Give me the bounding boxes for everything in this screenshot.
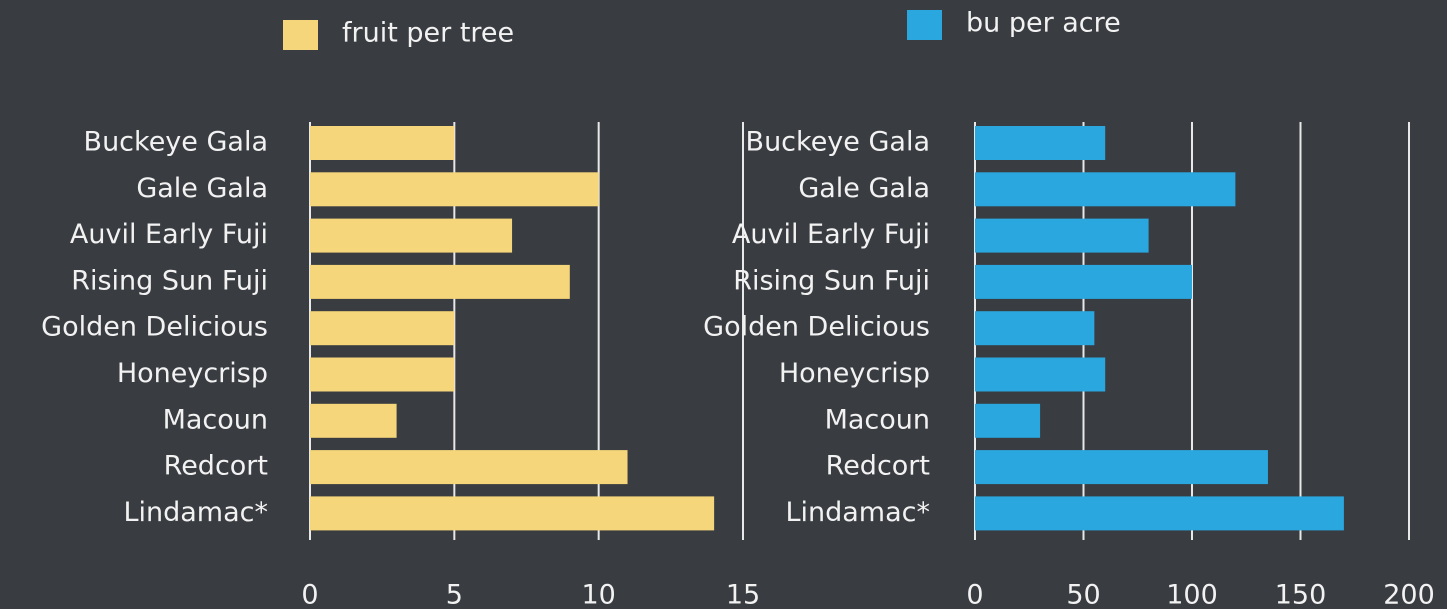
category-label: Rising Sun Fuji (71, 265, 268, 296)
bar (310, 218, 513, 253)
legend-label: bu per acre (966, 8, 1121, 39)
bar (310, 403, 397, 438)
category-label: Redcort (826, 451, 930, 482)
bar (310, 126, 455, 160)
bar (310, 264, 570, 299)
legend-swatch (907, 10, 942, 40)
bar (975, 264, 1192, 299)
x-tick-label: 100 (1166, 580, 1218, 609)
legend-label: fruit per tree (342, 18, 514, 49)
bar (975, 403, 1041, 438)
category-label: Buckeye Gala (84, 127, 268, 158)
bar (310, 496, 715, 531)
category-label: Buckeye Gala (746, 127, 930, 158)
category-label: Honeycrisp (117, 358, 268, 389)
category-label: Auvil Early Fuji (732, 219, 930, 250)
category-label: Lindamac* (123, 497, 268, 528)
category-label: Gale Gala (136, 173, 268, 204)
category-label: Golden Delicious (41, 312, 268, 343)
bar (975, 126, 1106, 160)
x-tick-label: 5 (446, 580, 463, 609)
x-tick-label: 0 (301, 580, 318, 609)
x-tick-label: 10 (581, 580, 615, 609)
category-label: Redcort (164, 451, 268, 482)
bar (310, 311, 455, 346)
bar (975, 218, 1149, 253)
x-tick-label: 50 (1066, 580, 1100, 609)
category-label: Rising Sun Fuji (733, 265, 930, 296)
x-tick-label: 0 (966, 580, 983, 609)
x-tick-label: 150 (1275, 580, 1327, 609)
bar (310, 357, 455, 392)
bar (975, 450, 1268, 485)
category-label: Macoun (163, 404, 268, 435)
category-label: Gale Gala (798, 173, 930, 204)
category-label: Macoun (825, 404, 930, 435)
category-label: Lindamac* (785, 497, 930, 528)
bar (975, 311, 1095, 346)
bar (310, 172, 599, 207)
bar (310, 450, 628, 485)
x-tick-label: 200 (1383, 580, 1435, 609)
x-tick-label: 15 (726, 580, 760, 609)
category-label: Honeycrisp (779, 358, 930, 389)
legend-swatch (283, 20, 318, 50)
bar (975, 172, 1236, 207)
category-label: Auvil Early Fuji (70, 219, 268, 250)
bar (975, 496, 1344, 531)
category-label: Golden Delicious (703, 312, 930, 343)
bar (975, 357, 1106, 392)
